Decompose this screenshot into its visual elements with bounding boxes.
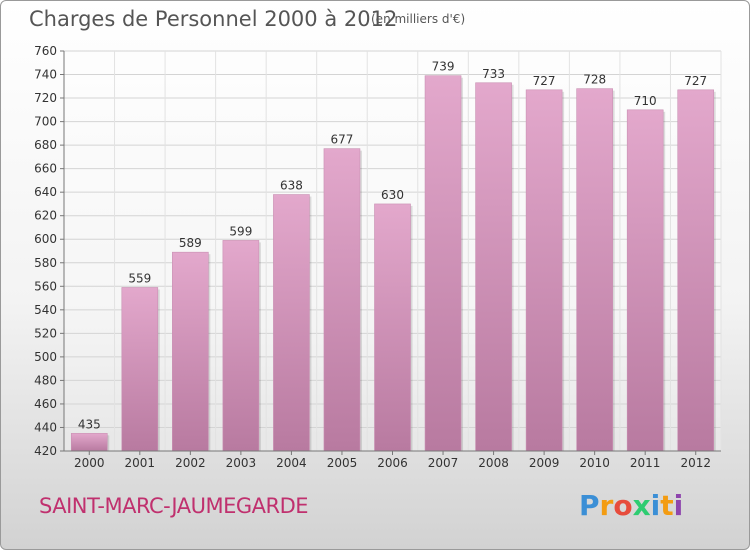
- data-label: 739: [432, 60, 455, 74]
- chart-title: Charges de Personnel 2000 à 2012: [29, 7, 398, 31]
- x-tick-label: 2012: [680, 456, 711, 470]
- logo-letter: i: [650, 489, 661, 522]
- data-label: 435: [78, 417, 101, 431]
- logo-letter: P: [579, 489, 600, 522]
- data-label: 728: [583, 73, 606, 87]
- bar: [374, 203, 411, 452]
- x-tick-label: 2006: [377, 456, 408, 470]
- axes: 420 440 460 480 500 520 540 560 580 600 620 640 660 6…: [34, 44, 721, 470]
- x-tick-label: 2002: [175, 456, 206, 470]
- y-tick-label: 420: [34, 444, 57, 458]
- x-tick-label: 2008: [478, 456, 509, 470]
- x-tick-label: 2005: [327, 456, 358, 470]
- bar: [626, 109, 664, 452]
- y-tick-label: 720: [34, 91, 57, 105]
- x-tick-label: 2009: [529, 456, 560, 470]
- bar: [424, 75, 462, 452]
- y-tick-label: 580: [34, 256, 57, 270]
- bars: [70, 75, 716, 452]
- x-tick-label: 2011: [630, 456, 661, 470]
- bar: [576, 88, 613, 452]
- x-tick-label: 2000: [74, 456, 105, 470]
- y-tick-label: 760: [34, 44, 57, 58]
- logo-letter: r: [599, 489, 614, 522]
- x-tick-label: 2003: [226, 456, 257, 470]
- data-label: 733: [482, 67, 505, 81]
- y-tick-label: 640: [34, 185, 57, 199]
- x-tick-label: 2010: [579, 456, 610, 470]
- bar: [273, 194, 310, 452]
- city-name: SAINT-MARC-JAUMEGARDE: [39, 494, 309, 518]
- y-tick-label: 440: [34, 420, 57, 434]
- logo-letter: i: [673, 489, 684, 522]
- x-tick-label: 2001: [125, 456, 156, 470]
- y-tick-label: 540: [34, 303, 57, 317]
- y-tick-label: 600: [34, 232, 57, 246]
- y-tick-label: 620: [34, 209, 57, 223]
- y-tick-label: 740: [34, 68, 57, 82]
- x-tick-label: 2007: [428, 456, 459, 470]
- bar: [677, 89, 715, 452]
- y-tick-label: 520: [34, 326, 57, 340]
- data-label: 727: [684, 74, 707, 88]
- bar: [121, 287, 159, 452]
- proxiti-logo: Proxiti: [579, 489, 683, 522]
- bar: [172, 251, 209, 452]
- y-tick-label: 500: [34, 350, 57, 364]
- y-tick-label: 700: [34, 115, 57, 129]
- data-label: 630: [381, 188, 404, 202]
- data-label: 677: [331, 133, 354, 147]
- x-tick-label: 2004: [276, 456, 307, 470]
- data-label: 589: [179, 236, 202, 250]
- y-tick-label: 460: [34, 397, 57, 411]
- data-label: 559: [128, 271, 151, 285]
- y-tick-label: 660: [34, 162, 57, 176]
- y-tick-label: 560: [34, 279, 57, 293]
- data-label: 599: [229, 224, 252, 238]
- logo-letter: x: [632, 489, 651, 522]
- bar: [525, 89, 563, 452]
- logo-letter: t: [660, 489, 674, 522]
- data-label: 710: [634, 94, 657, 108]
- data-label: 727: [533, 74, 556, 88]
- bar: [323, 148, 361, 452]
- y-tick-label: 680: [34, 138, 57, 152]
- bar: [475, 82, 512, 452]
- logo-letter: o: [613, 489, 633, 522]
- data-label: 638: [280, 179, 303, 193]
- y-tick-label: 480: [34, 373, 57, 387]
- bar: [70, 433, 108, 452]
- unit-note: (en milliers d'€): [371, 12, 466, 26]
- bar: [222, 240, 260, 452]
